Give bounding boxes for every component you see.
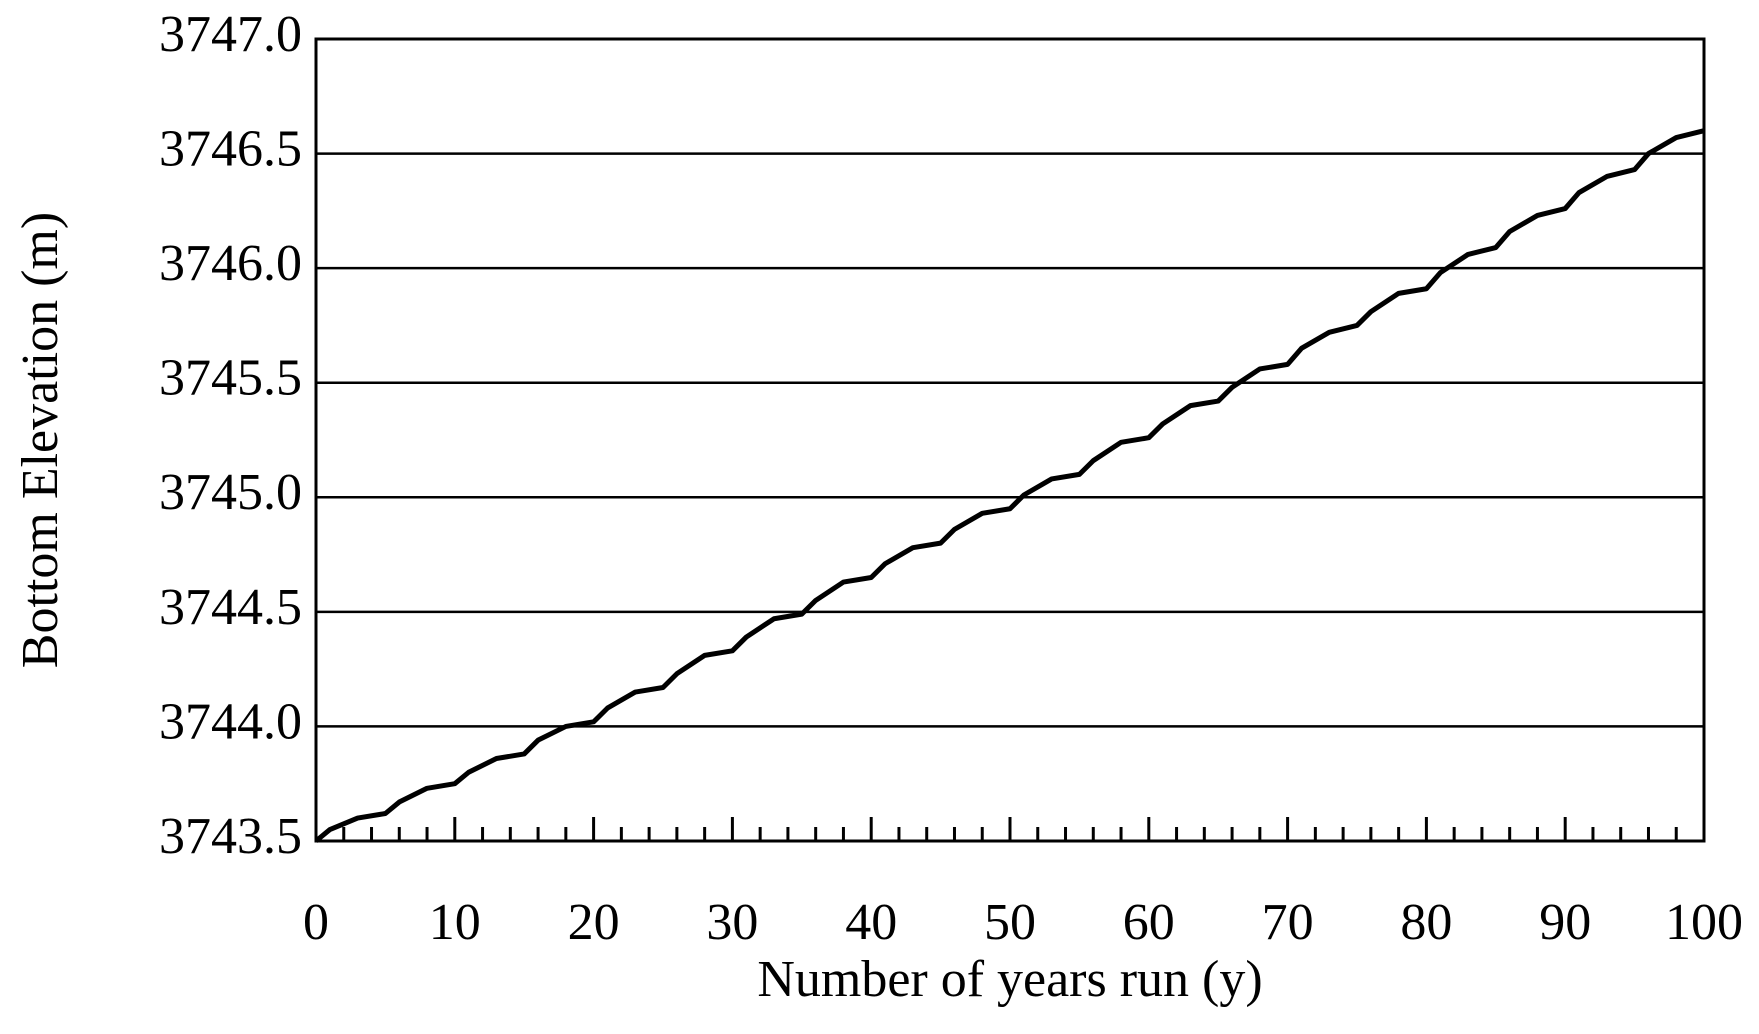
- x-tick-label: 100: [1665, 894, 1743, 951]
- data-line: [314, 128, 1705, 843]
- y-tick-label: 3744.0: [159, 693, 302, 750]
- y-tick-label: 3746.5: [159, 121, 302, 178]
- y-tick-label: 3746.0: [159, 235, 302, 292]
- plot-frame: [314, 37, 1706, 843]
- y-tick-label: 3744.5: [159, 579, 302, 636]
- y-axis-title: Bottom Elevation (m): [12, 212, 69, 668]
- x-tick-label: 0: [303, 894, 329, 951]
- x-tick-label: 70: [1262, 894, 1314, 951]
- y-tick-label: 3745.5: [159, 350, 302, 407]
- x-tick-label: 10: [429, 894, 481, 951]
- y-tick-label: 3747.0: [159, 6, 302, 63]
- x-axis-title: Number of years run (y): [757, 951, 1262, 1008]
- x-tick-label: 80: [1400, 894, 1452, 951]
- y-tick-label: 3745.0: [159, 464, 302, 521]
- x-tick-label: 40: [845, 894, 897, 951]
- x-tick-label: 30: [706, 894, 758, 951]
- y-tick-label: 3743.5: [159, 808, 302, 865]
- x-tick-label: 60: [1123, 894, 1175, 951]
- x-tick-label: 90: [1539, 894, 1591, 951]
- x-tick-label: 50: [984, 894, 1036, 951]
- x-tick-label: 20: [568, 894, 620, 951]
